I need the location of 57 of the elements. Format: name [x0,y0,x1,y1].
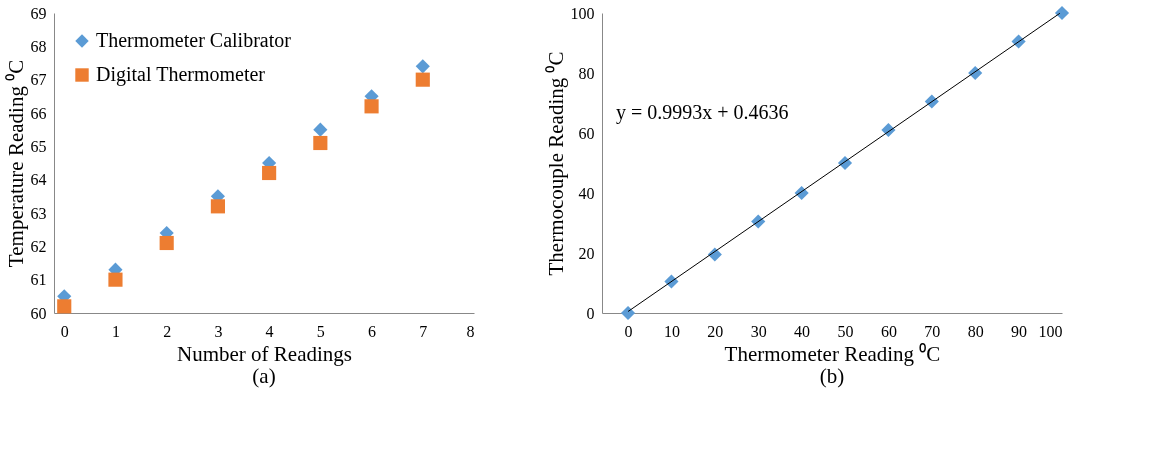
y-tick-label: 66 [30,104,47,122]
x-tick-label: 90 [1011,322,1028,340]
x-tick-label: 0 [624,322,633,340]
x-tick-label: 20 [707,322,724,340]
y-tick-label: 65 [30,137,47,155]
point [57,299,72,314]
text: (a) [252,364,276,388]
point [108,272,123,287]
point [620,305,636,321]
point [415,59,430,74]
x-tick-label: 10 [663,322,680,340]
point [415,72,430,87]
point [313,135,328,151]
x-tick-label: 60 [880,322,897,340]
x-tick-label: 30 [750,322,767,340]
x-tick-label: 5 [316,322,325,340]
x-tick-label: 50 [837,322,854,340]
x-tick-label: 7 [419,322,428,340]
annotation: y = 0.9993x + 0.4636 [616,101,789,124]
x-tick-label: 0 [60,322,69,340]
x-tick-label: 3 [214,322,223,340]
x-tick-label: 40 [794,322,811,340]
y-tick-label: 68 [30,37,47,55]
y-tick-label: 80 [578,64,595,82]
y-tick-label: 20 [578,244,595,262]
y-tick-label: 63 [30,204,47,222]
y-tick-label: 60 [578,124,595,142]
x-tick-label: 100 [1038,322,1063,340]
y-axis-title: Thermocouple Reading ⁰C [543,51,568,276]
y-tick-label: 62 [30,237,47,255]
y-tick-label: 67 [30,71,47,89]
x-tick-label: 70 [924,322,941,340]
x-tick-label: 6 [368,322,377,340]
x-tick-label: 2 [163,322,172,340]
y-tick-label: 60 [30,304,47,322]
legend-label: Thermometer Calibrator [96,29,292,51]
x-axis-title: Number of Readings [177,341,352,366]
x-axis-title: Thermometer Reading ⁰C [724,341,941,366]
point [1054,5,1070,21]
y-tick-label: 61 [30,271,47,289]
x-tick-label: 4 [265,322,274,340]
y-tick-label: 0 [586,304,595,322]
point [313,122,328,137]
text: (b) [819,364,845,388]
x-tick-label: 1 [111,322,120,340]
x-tick-label: 80 [967,322,984,340]
x-tick-label: 8 [466,322,475,340]
y-tick-label: 40 [578,184,595,202]
legend-label: Digital Thermometer [96,63,266,86]
y-tick-label: 100 [570,4,595,22]
y-tick-label: 64 [30,171,47,189]
point [210,199,225,214]
y-axis-title: Temperature Reading ⁰C [3,59,28,268]
y-tick-label: 69 [30,4,47,22]
point [364,99,379,114]
point [159,235,174,251]
point [262,165,277,181]
